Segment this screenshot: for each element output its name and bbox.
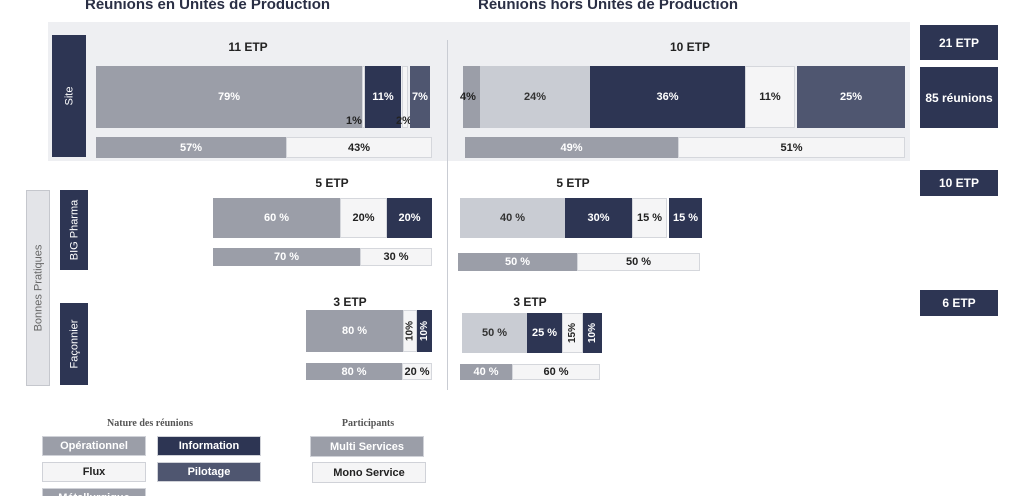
- legend-item: Métallurgique: [42, 488, 146, 496]
- bar-segment: 30%: [565, 198, 632, 238]
- bar-segment: 43%: [286, 137, 432, 158]
- legend-item: Mono Service: [312, 462, 426, 483]
- etp-label: 11 ETP: [228, 40, 268, 54]
- segment-label: 1%: [346, 115, 362, 127]
- bar-segment: 40 %: [460, 198, 565, 238]
- bar-segment: 80 %: [306, 363, 402, 380]
- total-box: 21 ETP: [920, 25, 998, 60]
- legend-title: Nature des réunions: [107, 418, 193, 429]
- legend-item: Multi Services: [310, 436, 424, 457]
- bar-segment: 40 %: [460, 364, 512, 380]
- row-label: BIG Pharma: [60, 190, 88, 270]
- bar-segment: 25%: [797, 66, 905, 128]
- bar-segment: 25 %: [527, 313, 562, 353]
- legend-title: Participants: [341, 418, 395, 429]
- etp-label: 5 ETP: [315, 176, 349, 190]
- bar-segment: [362, 66, 365, 128]
- bar-segment: [402, 66, 408, 128]
- bar-segment: 20 %: [402, 363, 432, 380]
- bar-segment: 50 %: [462, 313, 527, 353]
- bar-segment: 15 %: [632, 198, 667, 238]
- bar-segment: 7%: [410, 66, 430, 128]
- legend-item: Flux: [42, 462, 146, 482]
- bar-segment: 49%: [465, 137, 678, 158]
- bar-segment: 50 %: [458, 253, 577, 271]
- heading-right: Réunions hors Unités de Production: [478, 0, 739, 13]
- row-label: Site: [52, 35, 86, 157]
- bar-segment: 30 %: [360, 248, 432, 266]
- etp-label: 5 ETP: [556, 176, 590, 190]
- bar-segment: [463, 66, 480, 128]
- etp-label: 3 ETP: [333, 295, 367, 309]
- bar-segment: 51%: [678, 137, 905, 158]
- bar-segment: 60 %: [512, 364, 600, 380]
- bar-segment: 70 %: [213, 248, 360, 266]
- legend-item: Pilotage: [157, 462, 261, 482]
- etp-label: 3 ETP: [513, 295, 547, 309]
- legend-item: Information: [157, 436, 261, 456]
- side-label: Bonnes Pratiques: [26, 190, 50, 386]
- bar-segment: 60 %: [213, 198, 340, 238]
- bar-segment: 11%: [745, 66, 795, 128]
- segment-label: 4%: [460, 91, 476, 103]
- bar-segment: 79%: [96, 66, 362, 128]
- bar-segment: 11%: [365, 66, 401, 128]
- bar-segment: 15%: [562, 313, 583, 353]
- bar-segment: 80 %: [306, 310, 403, 352]
- bar-segment: 20%: [340, 198, 387, 238]
- bar-segment: 10%: [417, 310, 432, 352]
- bar-segment: 10%: [403, 310, 417, 352]
- bar-segment: 10%: [583, 313, 602, 353]
- bar-segment: 57%: [96, 137, 286, 158]
- bar-segment: 36%: [590, 66, 745, 128]
- bar-segment: 20%: [387, 198, 432, 238]
- etp-label: 10 ETP: [669, 40, 711, 54]
- row-label: Façonnier: [60, 303, 88, 385]
- divider: [447, 40, 448, 390]
- bar-segment: 15 %: [669, 198, 702, 238]
- segment-label: 2%: [396, 115, 412, 127]
- total-box: 6 ETP: [920, 290, 998, 316]
- total-box: 85 réunions: [920, 67, 998, 128]
- heading-left: Réunions en Unités de Production: [85, 0, 331, 13]
- total-box: 10 ETP: [920, 170, 998, 196]
- bar-segment: 24%: [480, 66, 590, 128]
- bar-segment: 50 %: [577, 253, 700, 271]
- legend-item: Opérationnel: [42, 436, 146, 456]
